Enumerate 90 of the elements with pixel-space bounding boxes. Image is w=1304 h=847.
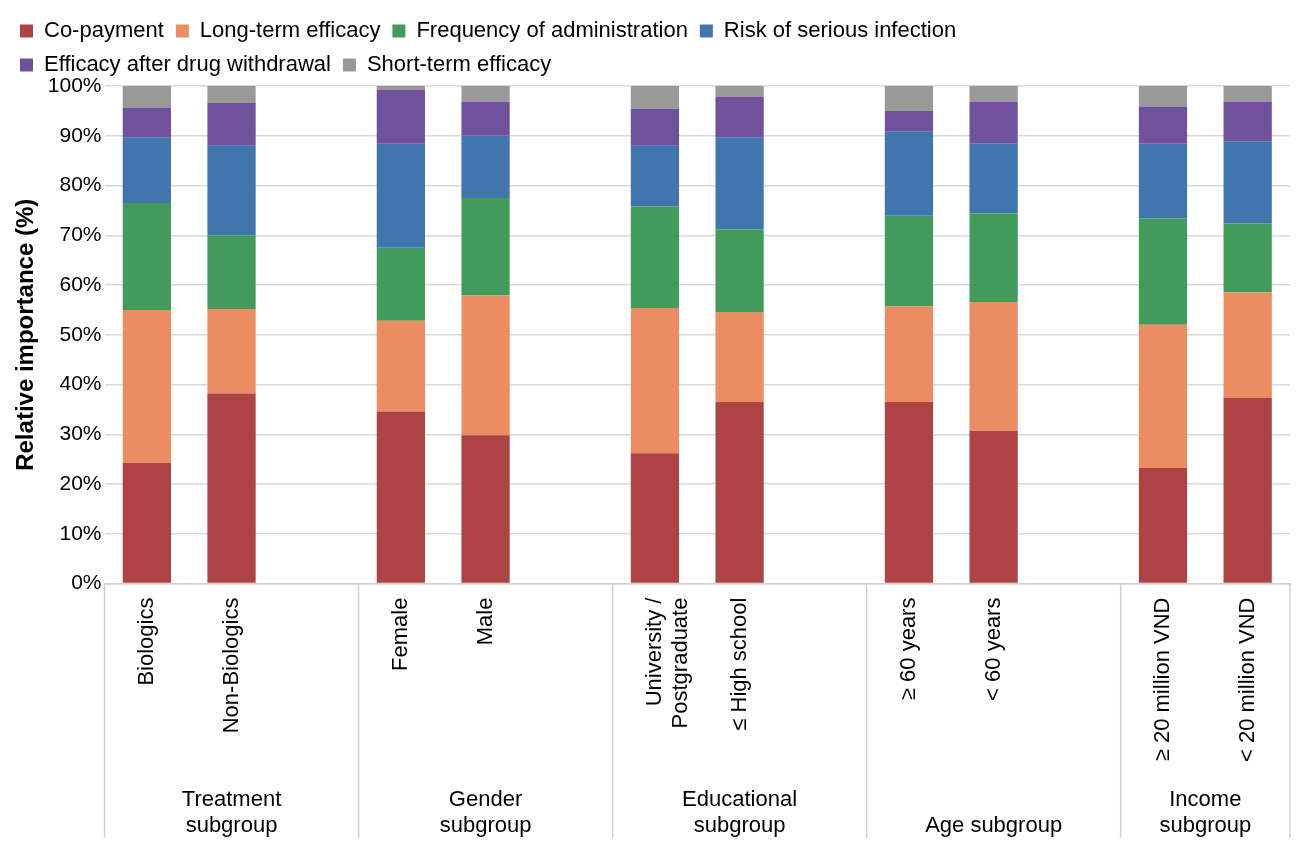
x-tick-label: Female — [386, 597, 412, 671]
bar — [1223, 292, 1272, 398]
bar — [461, 435, 510, 583]
text: Treatment subgroup — [181, 786, 282, 837]
y-tick-label: 0% — [71, 570, 102, 594]
bar — [969, 213, 1018, 302]
bar — [1138, 86, 1188, 107]
x-tick-label: < 60 years — [979, 597, 1005, 701]
x-tick-label: University / Postgraduate — [640, 596, 693, 729]
bar — [207, 393, 256, 583]
bar — [122, 107, 171, 138]
text: Educational subgroup — [682, 786, 798, 837]
bar — [207, 145, 256, 236]
bar — [461, 197, 510, 296]
y-tick-label: 20% — [59, 470, 102, 494]
bar — [630, 108, 680, 146]
bar — [122, 309, 171, 463]
bar — [1138, 468, 1188, 583]
bar — [1223, 223, 1272, 293]
legend-label: Frequency of administration — [416, 17, 688, 43]
bar — [207, 235, 256, 309]
x-tick-label: < 20 million VND — [1233, 597, 1259, 762]
bar — [1223, 397, 1272, 583]
bar — [715, 96, 764, 138]
bar — [207, 86, 256, 103]
y-tick-label: 90% — [59, 122, 102, 146]
bar — [630, 86, 680, 109]
legend-label: Long-term efficacy — [199, 17, 381, 43]
bar — [122, 462, 171, 583]
bar — [461, 101, 510, 136]
x-tick-label: Biologics — [132, 597, 158, 686]
bar — [376, 247, 426, 321]
bar — [884, 131, 934, 216]
bar — [715, 401, 764, 583]
y-tick-label: 60% — [59, 271, 102, 295]
bar — [630, 145, 680, 207]
bar — [969, 86, 1018, 102]
bar — [1138, 106, 1188, 144]
bar — [969, 101, 1018, 144]
legend-label: Short-term efficacy — [366, 51, 552, 77]
y-tick-label: 50% — [59, 321, 102, 345]
bar — [1223, 86, 1272, 102]
legend-label: Co-payment — [44, 17, 164, 43]
bar — [969, 143, 1018, 214]
bar — [376, 320, 426, 412]
bar — [122, 202, 171, 310]
bar — [461, 135, 510, 198]
x-tick-label: ≤ High school — [725, 597, 751, 731]
bar — [715, 229, 764, 312]
legend-label: Risk of serious infection — [723, 17, 957, 43]
bar — [884, 215, 934, 307]
bar — [969, 301, 1018, 431]
bar — [884, 110, 934, 132]
bar — [1138, 143, 1188, 219]
bar — [715, 86, 764, 97]
text: Income subgroup — [1159, 786, 1252, 837]
x-tick-label: ≥ 60 years — [895, 597, 921, 701]
y-tick-label: 40% — [59, 371, 102, 395]
bar — [376, 89, 426, 144]
y-tick-label: 30% — [59, 421, 102, 445]
bar — [884, 86, 934, 111]
bar — [376, 143, 426, 248]
x-tick-label: Male — [471, 597, 497, 646]
x-tick-label: Non-Biologics — [217, 597, 243, 734]
bar — [122, 86, 171, 108]
bar — [461, 295, 510, 436]
bar — [630, 307, 680, 454]
text: Age subgroup — [925, 812, 1063, 837]
bar — [461, 86, 510, 102]
bar — [376, 411, 426, 583]
text: Gender subgroup — [439, 786, 532, 837]
bar — [630, 206, 680, 308]
y-axis-title: Relative importance (%) — [11, 198, 39, 471]
bar — [1223, 141, 1272, 224]
bar — [122, 137, 171, 203]
bar — [207, 102, 256, 146]
y-tick-label: 70% — [59, 222, 102, 246]
bar — [1138, 218, 1188, 325]
y-tick-label: 10% — [59, 520, 102, 544]
bar — [884, 401, 934, 583]
y-tick-label: 80% — [59, 172, 102, 196]
bar — [207, 308, 256, 394]
bar — [630, 453, 680, 583]
bar — [715, 311, 764, 402]
bar — [884, 306, 934, 402]
bar — [969, 430, 1018, 583]
bar — [715, 137, 764, 230]
bar — [1223, 101, 1272, 142]
bar — [1138, 324, 1188, 469]
x-tick-label: ≥ 20 million VND — [1149, 597, 1175, 762]
